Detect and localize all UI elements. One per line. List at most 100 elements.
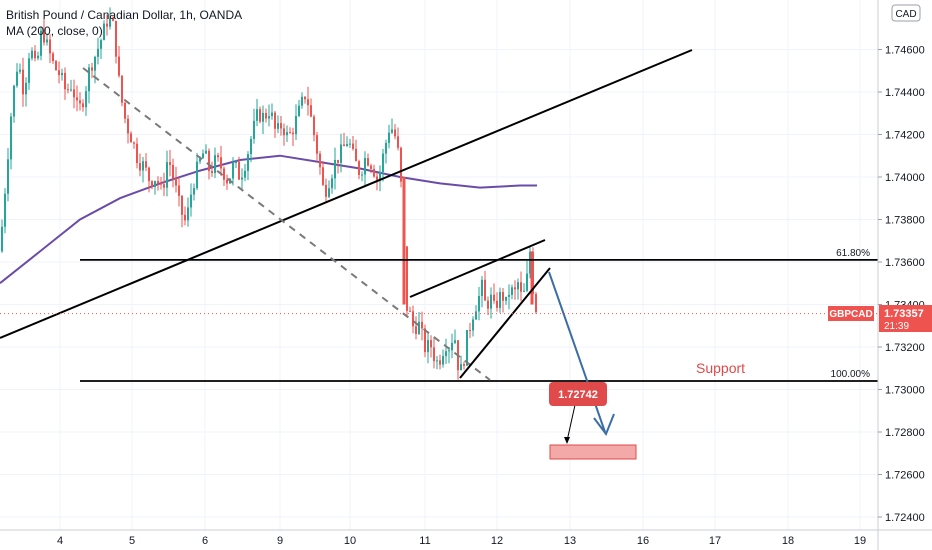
candle-up bbox=[418, 321, 420, 334]
candle-up bbox=[61, 72, 63, 76]
candle-down bbox=[211, 171, 213, 174]
candle-up bbox=[94, 56, 96, 71]
candle-down bbox=[169, 162, 171, 165]
wedge-lower-line[interactable] bbox=[459, 267, 551, 379]
projection-arrow-line[interactable] bbox=[548, 271, 606, 433]
candle-up bbox=[517, 282, 519, 290]
candle-up bbox=[382, 153, 384, 173]
candle-up bbox=[271, 112, 273, 117]
candle-down bbox=[424, 328, 426, 353]
candle-down bbox=[409, 310, 411, 312]
candle-down bbox=[316, 135, 318, 154]
candle-up bbox=[511, 287, 513, 295]
candle-up bbox=[97, 48, 99, 57]
fib-100-label: 100.00% bbox=[831, 369, 871, 380]
candle-up bbox=[199, 158, 201, 162]
candle-down bbox=[217, 155, 219, 158]
candle-down bbox=[520, 282, 522, 292]
candle-down bbox=[133, 142, 135, 144]
candle-up bbox=[13, 85, 15, 117]
price-axis[interactable]: 1.74600 1.74400 1.74200 1.74000 1.73800 1.736… bbox=[877, 0, 925, 550]
currency-badge[interactable] bbox=[891, 4, 921, 22]
candle-down bbox=[343, 144, 345, 147]
price-tick-label: 1.74200 bbox=[885, 130, 925, 142]
candle-down bbox=[139, 163, 141, 171]
candle-down bbox=[226, 179, 228, 184]
candle-down bbox=[223, 168, 225, 180]
candle-down bbox=[352, 143, 354, 149]
time-tick-label: 12 bbox=[491, 535, 503, 547]
ascending-trendline[interactable] bbox=[0, 49, 693, 339]
candle-down bbox=[151, 181, 153, 187]
candle-up bbox=[349, 143, 351, 145]
candle-down bbox=[421, 321, 423, 329]
time-tick-label: 13 bbox=[564, 535, 576, 547]
ma-200-line bbox=[0, 154, 537, 284]
candle-up bbox=[262, 112, 264, 122]
candle-up bbox=[427, 340, 429, 353]
candle-up bbox=[244, 170, 246, 178]
candle-up bbox=[85, 91, 87, 108]
candle-down bbox=[58, 70, 60, 76]
wedge-upper-line[interactable] bbox=[409, 239, 546, 298]
candle-up bbox=[385, 142, 387, 154]
price-tick-label: 1.73000 bbox=[885, 385, 925, 397]
candle-down bbox=[274, 112, 276, 129]
dashed-trendline[interactable] bbox=[82, 67, 491, 381]
candle-down bbox=[514, 287, 516, 290]
candle-down bbox=[463, 364, 465, 366]
candle-down bbox=[376, 176, 378, 180]
price-tick-label: 1.73600 bbox=[885, 257, 925, 269]
candle-up bbox=[508, 294, 510, 297]
candle-up bbox=[70, 89, 72, 91]
candle-up bbox=[100, 40, 102, 49]
candle-down bbox=[289, 132, 291, 134]
candle-up bbox=[103, 23, 105, 41]
candle-down bbox=[394, 129, 396, 137]
fib-levels: 61.80% 100.00% bbox=[80, 248, 878, 382]
candle-down bbox=[304, 96, 306, 100]
candle-down bbox=[397, 136, 399, 148]
candle-down bbox=[469, 330, 471, 332]
candle-down bbox=[67, 89, 69, 91]
candle-down bbox=[484, 279, 486, 301]
candle-up bbox=[187, 207, 189, 221]
candle-up bbox=[7, 159, 9, 194]
time-tick-label: 6 bbox=[202, 535, 208, 547]
time-tick-label: 16 bbox=[637, 535, 649, 547]
candle-down bbox=[433, 347, 435, 362]
candle-up bbox=[328, 188, 330, 197]
ma-indicator-label: MA (200, close, 0) bbox=[6, 24, 103, 38]
candle-down bbox=[313, 116, 315, 136]
candle-down bbox=[76, 97, 78, 101]
candle-up bbox=[331, 178, 333, 189]
ma-200-path bbox=[0, 154, 537, 284]
candle-up bbox=[478, 295, 480, 312]
candle-up bbox=[490, 294, 492, 309]
candle-up bbox=[379, 172, 381, 180]
candle-up bbox=[523, 290, 525, 292]
price-tick-label: 1.72800 bbox=[885, 427, 925, 439]
candle-up bbox=[298, 105, 300, 117]
target-zone-box[interactable] bbox=[549, 444, 637, 460]
time-tick-label: 10 bbox=[344, 535, 356, 547]
candle-down bbox=[220, 157, 222, 169]
currency-badge-text: CAD bbox=[895, 9, 916, 20]
candle-up bbox=[247, 154, 249, 171]
candle-down bbox=[292, 132, 294, 135]
candle-up bbox=[526, 273, 528, 291]
candle-up bbox=[481, 279, 483, 296]
candle-up bbox=[505, 296, 507, 301]
candle-down bbox=[322, 167, 324, 185]
candle-down bbox=[160, 183, 162, 185]
candle-up bbox=[142, 161, 144, 171]
current-price-text: 1.73357 bbox=[884, 308, 924, 320]
candle-up bbox=[460, 364, 462, 371]
candle-up bbox=[346, 144, 348, 147]
candle-down bbox=[121, 75, 123, 103]
candle-down bbox=[34, 50, 36, 59]
time-axis[interactable]: 4 5 6 9 10 11 12 13 16 17 18 19 bbox=[0, 529, 932, 547]
candle-up bbox=[196, 161, 198, 189]
